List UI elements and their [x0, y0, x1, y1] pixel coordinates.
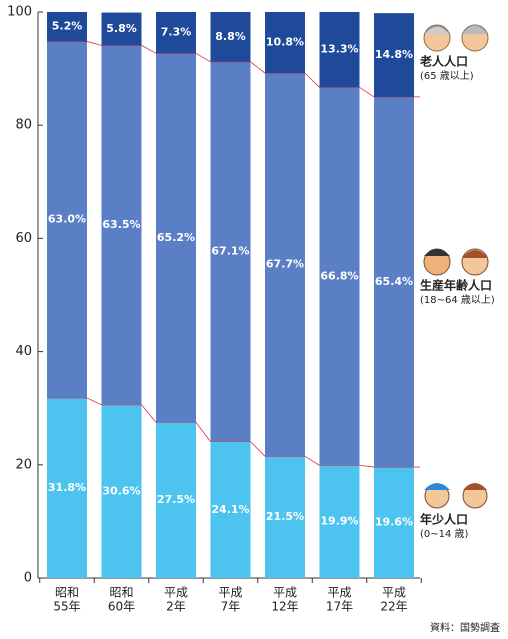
x-tick-label: 昭和 [109, 586, 133, 600]
value-label: 21.5% [266, 510, 304, 523]
y-tick-label: 20 [15, 457, 32, 472]
value-label: 7.3% [161, 26, 192, 39]
connector [87, 398, 102, 405]
connector [251, 62, 266, 73]
connector [142, 45, 157, 53]
connector [360, 87, 375, 97]
x-tick-label: 平成 [218, 586, 242, 600]
value-label: 27.5% [157, 493, 195, 506]
value-label: 14.8% [375, 48, 413, 61]
y-tick-label: 40 [15, 344, 32, 359]
x-tick-label: 60年 [108, 600, 135, 614]
value-label: 63.0% [48, 213, 86, 226]
x-tick-label: 平成 [382, 586, 406, 600]
value-label: 24.1% [211, 503, 249, 516]
x-tick-label: 平成 [327, 586, 351, 600]
connector [142, 405, 157, 423]
value-label: 67.7% [266, 258, 304, 271]
value-label: 65.4% [375, 275, 413, 288]
value-label: 10.8% [266, 36, 304, 49]
value-label: 66.8% [320, 269, 358, 282]
value-label: 19.6% [375, 516, 413, 529]
value-label: 30.6% [102, 484, 140, 497]
x-tick-label: 昭和 [55, 586, 79, 600]
connector [360, 465, 375, 467]
chart: 資料：国勢調査 0 20 40 60 80 100 31.8% 30.6% 27.5% 24.1%… [0, 0, 508, 635]
value-label: 63.5% [102, 218, 140, 231]
x-tick-label: 平成 [273, 586, 297, 600]
value-label: 19.9% [320, 515, 358, 528]
x-tick-label: 22年 [380, 600, 407, 614]
legend-sublabel: (18~64 歳以上) [420, 294, 495, 306]
value-label: 31.8% [48, 481, 86, 494]
y-tick-label: 0 [24, 571, 32, 586]
connector [305, 73, 320, 87]
connector [196, 53, 211, 61]
y-tick-label: 60 [15, 231, 32, 246]
x-tick-label: 12年 [271, 600, 298, 614]
value-label: 5.8% [106, 22, 137, 35]
source-note: 資料：国勢調査 [430, 621, 500, 634]
icons [424, 25, 488, 508]
x-tick-label: 55年 [53, 600, 80, 614]
connector [196, 422, 211, 441]
connector [305, 456, 320, 465]
value-label: 5.2% [52, 20, 83, 33]
x-tick-label: 2年 [166, 600, 186, 614]
legend-sublabel: (65 歳以上) [420, 70, 474, 82]
value-label: 13.3% [320, 43, 358, 56]
legend-label: 年少人口 [420, 512, 468, 527]
value-label: 8.8% [215, 30, 246, 43]
y-tick-label: 80 [15, 118, 32, 133]
x-tick-label: 7年 [221, 600, 241, 614]
connector [251, 442, 266, 457]
y-tick-label: 100 [7, 5, 32, 20]
legend-label: 老人人口 [420, 54, 468, 69]
value-label: 67.1% [211, 245, 249, 258]
legend-sublabel: (0~14 歳) [420, 528, 469, 540]
x-tick-label: 17年 [326, 600, 353, 614]
x-tick-label: 平成 [164, 586, 188, 600]
connector [87, 41, 102, 45]
value-label: 65.2% [157, 231, 195, 244]
legend-label: 生産年齢人口 [420, 278, 492, 293]
